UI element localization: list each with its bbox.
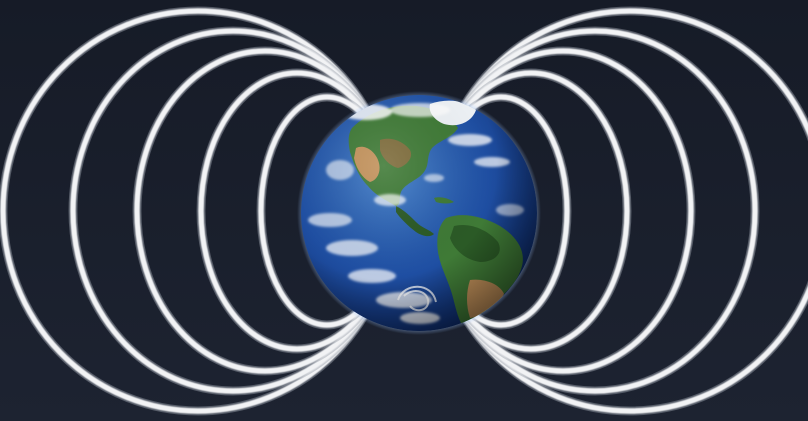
earth-globe bbox=[297, 91, 541, 335]
globe-shading bbox=[301, 95, 537, 331]
